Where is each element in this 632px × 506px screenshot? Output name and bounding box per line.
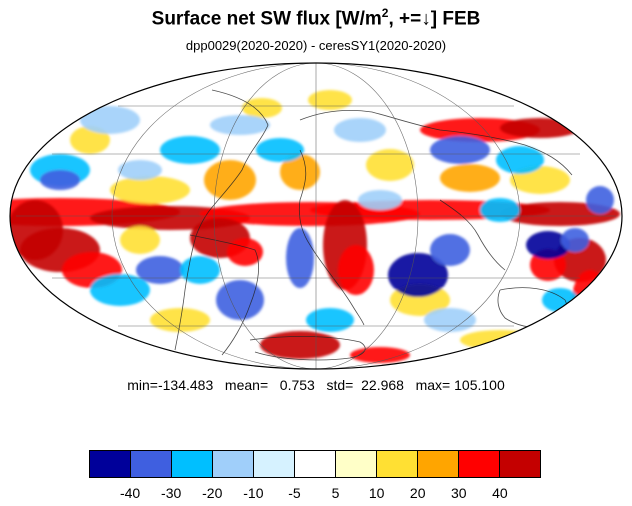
colorbar-box [131,451,172,477]
colorbar-tick-label: -20 [202,485,223,501]
colorbar-box [336,451,377,477]
flux-patch [120,226,160,254]
flux-patch [561,228,589,252]
flux-patch [110,176,190,204]
flux-patch [180,256,220,284]
statistics-line: min=-134.483 mean= 0.753 std= 22.968 max… [127,377,505,393]
flux-patch [388,253,448,297]
flux-patch [150,308,210,332]
colorbar-tick-labels: -40 -30 -20 -10 -5 5 10 20 30 40 [0,485,632,503]
flux-patch [460,330,540,350]
flux-patch [338,245,374,295]
flux-patch [227,238,263,266]
flux-patch [366,149,414,181]
flux-patch [358,190,402,210]
colorbar-tick-label: 10 [368,485,385,501]
flux-patch [430,136,490,164]
colorbar-box [295,451,336,477]
colorbar-tick-label: 5 [331,485,340,501]
colorbar-tick-label: -40 [119,485,141,501]
colorbar-box [377,451,418,477]
colorbar-box [459,451,500,477]
flux-patch [586,186,614,214]
flux-patch [118,160,162,180]
colorbar-box [500,451,540,477]
mollweide-map [9,62,623,370]
plot-subtitle: dpp0029(2020-2020) - ceresSY1(2020-2020) [185,38,447,53]
flux-patch [40,170,80,190]
flux-patch [430,234,470,266]
flux-patch [136,256,184,284]
flux-patch [216,280,264,320]
flux-patch [80,106,140,134]
flux-patch [286,228,314,288]
flux-patch [496,146,544,174]
colorbar-box [418,451,459,477]
colorbar-box [254,451,295,477]
colorbar-tick-label: 40 [492,485,508,501]
globe-outline [9,62,623,370]
flux-patch [526,231,570,259]
colorbar-box [213,451,254,477]
flux-patch [424,308,476,332]
flux-patch [160,136,220,164]
flux-patch [350,347,410,363]
flux-patch [210,115,270,135]
flux-patch [242,98,282,118]
flux-patch [572,270,608,330]
colorbar-box [172,451,213,477]
colorbar-tick-label: -5 [288,485,301,501]
colorbar-tick-label: 30 [451,485,467,501]
flux-patch [260,331,340,359]
colorbar-tick-label: -10 [243,485,264,501]
flux-patch [280,154,320,190]
plot-title: Surface net SW flux [W/m2, +=↓] FEB [151,6,481,30]
flux-patch [500,118,580,138]
flux-patch [308,90,352,110]
colorbar-tick-label: -30 [161,485,182,501]
flux-patch [90,274,150,306]
colorbar-tick-label: 20 [409,485,426,501]
flux-patch [256,138,304,162]
flux-patch [306,308,354,332]
flux-patch [440,164,500,192]
colorbar-box [90,451,131,477]
flux-patch [204,160,256,200]
colorbar [89,450,541,478]
flux-patch [480,198,520,222]
flux-patch [334,118,386,142]
